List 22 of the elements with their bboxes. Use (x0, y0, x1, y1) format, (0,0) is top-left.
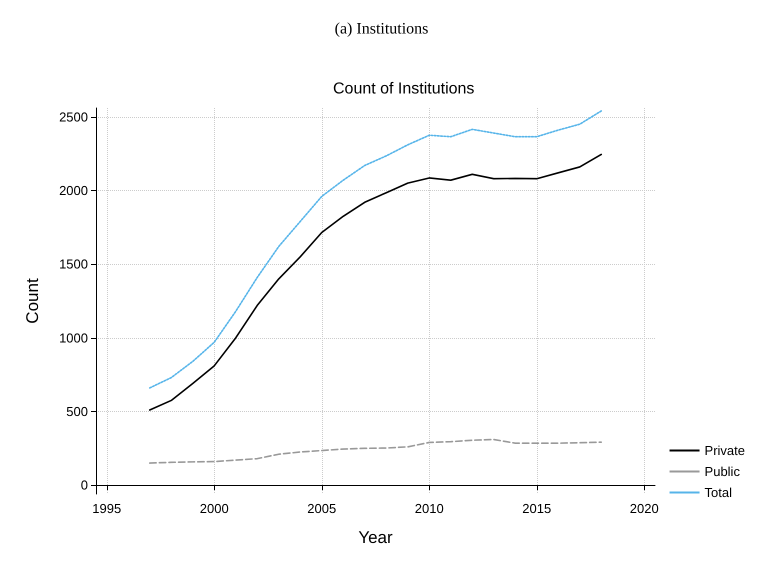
x-tick-label: 2020 (630, 501, 659, 516)
x-tick-label: 2015 (522, 501, 552, 516)
line-series (148, 438, 602, 464)
y-axis-title: Count (23, 278, 42, 324)
legend-label: Total (704, 485, 732, 500)
chart-title: (a) Institutions (334, 20, 428, 38)
line-series (148, 154, 602, 411)
y-tick-label: 1500 (59, 256, 88, 272)
y-tick-label: 500 (66, 404, 88, 419)
x-tick-label: 1995 (92, 501, 122, 516)
chart-subtitle: Count of Institutions (333, 80, 474, 98)
x-tick-label: 2005 (307, 501, 336, 516)
x-axis-title: Year (358, 528, 394, 547)
legend-label: Public (704, 464, 740, 479)
y-tick-label: 0 (80, 478, 88, 493)
y-tick-label: 2500 (59, 109, 88, 124)
x-tick-label: 2000 (200, 501, 229, 516)
legend-label: Private (704, 443, 746, 458)
x-tick-label: 2010 (414, 501, 444, 516)
y-tick-label: 2000 (59, 183, 88, 198)
y-tick-label: 1000 (59, 330, 88, 346)
line-series (148, 110, 602, 389)
